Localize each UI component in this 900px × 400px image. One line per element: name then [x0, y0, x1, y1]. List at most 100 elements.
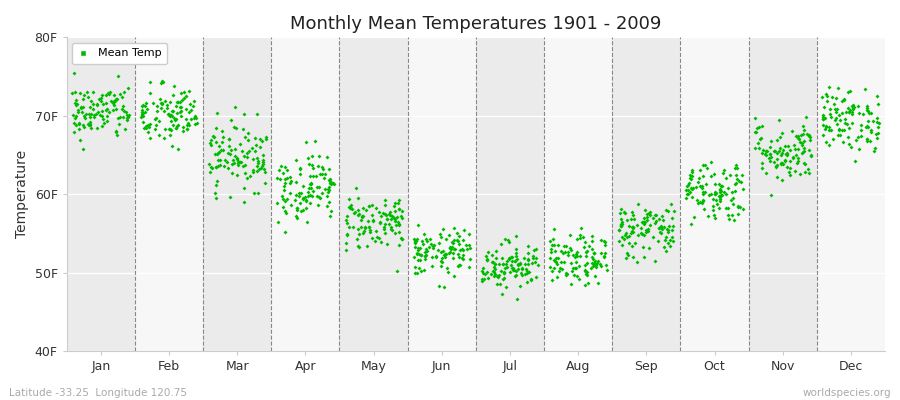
Point: [492, 281, 507, 287]
Point: [249, 167, 264, 174]
Point: [224, 161, 238, 168]
Point: [842, 107, 857, 114]
Point: [842, 141, 857, 147]
Point: [339, 217, 354, 224]
Point: [731, 211, 745, 217]
Point: [518, 260, 532, 267]
Point: [830, 106, 844, 112]
Point: [651, 237, 665, 244]
Point: [487, 269, 501, 275]
Point: [170, 123, 184, 130]
Point: [795, 140, 809, 147]
Point: [164, 111, 178, 118]
Point: [832, 127, 846, 133]
Point: [76, 96, 90, 102]
Point: [597, 253, 611, 259]
Point: [626, 216, 641, 222]
Point: [653, 224, 668, 231]
Point: [246, 167, 260, 173]
Point: [796, 149, 810, 155]
Point: [413, 252, 428, 258]
Point: [446, 255, 460, 262]
Point: [163, 132, 177, 138]
Point: [845, 103, 859, 109]
Point: [388, 216, 402, 222]
Point: [433, 231, 447, 238]
Point: [233, 158, 248, 165]
Point: [551, 242, 565, 248]
Point: [860, 123, 874, 130]
Point: [770, 162, 785, 168]
Point: [73, 137, 87, 144]
Point: [769, 164, 783, 170]
Point: [379, 212, 393, 218]
Point: [681, 180, 696, 186]
Point: [789, 152, 804, 158]
Point: [708, 197, 723, 204]
Point: [277, 229, 292, 235]
Point: [408, 238, 422, 244]
Point: [233, 140, 248, 147]
Point: [94, 123, 109, 129]
Point: [661, 240, 675, 246]
Point: [462, 242, 476, 249]
Point: [339, 231, 354, 237]
Point: [665, 234, 680, 240]
Point: [730, 165, 744, 172]
Point: [818, 139, 832, 145]
Point: [660, 226, 674, 232]
Point: [114, 94, 129, 100]
Point: [636, 219, 651, 225]
Point: [230, 171, 244, 178]
Point: [728, 188, 742, 194]
Title: Monthly Mean Temperatures 1901 - 2009: Monthly Mean Temperatures 1901 - 2009: [290, 15, 662, 33]
Point: [648, 220, 662, 226]
Point: [772, 145, 787, 151]
Point: [80, 121, 94, 128]
Point: [351, 195, 365, 201]
Point: [90, 125, 104, 131]
Point: [841, 89, 855, 96]
Point: [76, 124, 91, 130]
Point: [524, 277, 538, 283]
Point: [180, 125, 194, 132]
Point: [665, 215, 680, 222]
Point: [614, 222, 628, 229]
Point: [408, 239, 422, 245]
Point: [863, 129, 878, 136]
Point: [148, 116, 162, 122]
Point: [411, 245, 426, 252]
Point: [345, 206, 359, 213]
Point: [773, 160, 788, 166]
Point: [298, 194, 312, 200]
Point: [871, 101, 886, 107]
Point: [560, 271, 574, 277]
Point: [778, 156, 792, 163]
Point: [837, 127, 851, 133]
Point: [770, 174, 784, 180]
Point: [845, 105, 859, 112]
Point: [202, 169, 217, 175]
Point: [636, 232, 651, 238]
Point: [726, 201, 741, 207]
Point: [143, 135, 157, 141]
Point: [206, 133, 220, 139]
Point: [683, 175, 698, 181]
Point: [395, 215, 410, 221]
Point: [630, 201, 644, 207]
Point: [82, 122, 96, 128]
Point: [252, 166, 266, 172]
Point: [816, 114, 831, 120]
Point: [578, 266, 592, 273]
Point: [276, 170, 291, 177]
Point: [446, 240, 461, 246]
Point: [489, 248, 503, 254]
Point: [83, 121, 97, 128]
Point: [173, 98, 187, 105]
Point: [256, 166, 271, 172]
Point: [802, 132, 816, 138]
Point: [274, 193, 289, 200]
Point: [520, 270, 535, 276]
Point: [107, 102, 122, 108]
Point: [84, 111, 98, 117]
